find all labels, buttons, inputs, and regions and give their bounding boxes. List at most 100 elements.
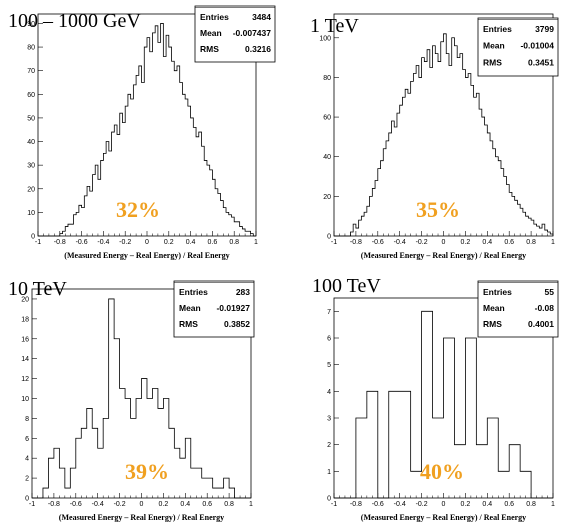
y-tick-label: 70: [27, 68, 35, 75]
y-tick-label: 0: [31, 234, 35, 241]
stats-label: Mean: [200, 28, 222, 38]
x-tick-label: -0.4: [97, 239, 109, 246]
y-tick-label: 18: [21, 316, 29, 323]
x-tick-label: -0.4: [394, 239, 406, 246]
x-tick-label: -0.4: [394, 501, 406, 508]
x-tick-label: 0.8: [224, 501, 234, 508]
stats-label: RMS: [179, 319, 198, 329]
x-tick-label: 0.6: [202, 501, 212, 508]
x-tick-label: 0.6: [504, 239, 514, 246]
stats-value: 0.3852: [224, 319, 250, 329]
stats-value: -0.007437: [233, 28, 272, 38]
y-tick-label: 0: [327, 496, 331, 503]
y-tick-label: 5: [327, 362, 331, 369]
x-tick-label: 0.4: [180, 501, 190, 508]
x-tick-label: -0.2: [416, 501, 428, 508]
stats-label: Entries: [483, 24, 512, 34]
stats-label: RMS: [483, 57, 502, 67]
panel-title: 100 – 1000 GeV: [8, 10, 141, 32]
x-tick-label: 0: [442, 501, 446, 508]
chart-panel-2: -1 -0.8 -0.6 -0.4 -0.2 0 0.2 0.4 0.6 0.8 1 0 20 40 60 8…: [310, 13, 559, 260]
stats-label: Entries: [179, 287, 208, 297]
stats-value: 0.3451: [528, 57, 554, 67]
stats-label: Entries: [200, 12, 229, 22]
stats-value: -0.08: [535, 303, 555, 313]
y-tick-label: 60: [323, 115, 331, 122]
y-tick-label: 2: [25, 476, 29, 483]
x-tick-label: 0.8: [526, 239, 536, 246]
x-tick-label: -0.4: [92, 501, 104, 508]
panel-title: 100 TeV: [312, 275, 381, 297]
y-tick-label: 20: [323, 194, 331, 201]
x-tick-label: -0.8: [350, 501, 362, 508]
y-tick-label: 30: [27, 163, 35, 170]
x-tick-label: -0.2: [114, 501, 126, 508]
x-tick-label: -1: [331, 239, 337, 246]
stats-label: Mean: [179, 303, 201, 313]
x-tick-label: -0.2: [119, 239, 131, 246]
stats-box-frame: [477, 280, 559, 338]
y-tick-label: 10: [21, 396, 29, 403]
x-tick-label: 0.6: [208, 239, 218, 246]
stats-value: 283: [236, 287, 250, 297]
stats-label: RMS: [483, 319, 502, 329]
x-tick-label: 0.4: [482, 501, 492, 508]
x-tick-label: 1: [249, 501, 253, 508]
stats-value: 3484: [252, 12, 271, 22]
x-tick-label: -0.6: [372, 239, 384, 246]
x-axis-label: (Measured Energy – Real Energy) / Real E…: [361, 251, 526, 260]
histogram-series: [38, 23, 256, 237]
stats-label: RMS: [200, 44, 219, 54]
chart-panel-4: -1 -0.8 -0.6 -0.4 -0.2 0 0.2 0.4 0.6 0.8 1 0 1 2 3 4 5 6 7…: [312, 275, 559, 522]
y-tick-label: 60: [27, 92, 35, 99]
x-axis-label: (Measured Energy – Real Energy) / Real E…: [64, 251, 229, 260]
stats-label: Entries: [483, 287, 512, 297]
x-tick-label: 0.6: [504, 501, 514, 508]
y-tick-label: 80: [27, 45, 35, 52]
y-tick-label: 6: [327, 336, 331, 343]
stats-value: 3799: [535, 24, 554, 34]
x-tick-label: -0.6: [76, 239, 88, 246]
y-tick-label: 1: [327, 469, 331, 476]
x-axis-label: (Measured Energy – Real Energy) / Real E…: [361, 513, 526, 522]
x-tick-label: 1: [254, 239, 258, 246]
stats-box: Entries 3799 Mean -0.01004 RMS 0.3451: [477, 17, 559, 77]
stats-label: Mean: [483, 303, 505, 313]
x-tick-label: -1: [29, 501, 35, 508]
stats-box-frame: [173, 280, 255, 338]
y-tick-label: 16: [21, 336, 29, 343]
x-tick-label: 0.4: [482, 239, 492, 246]
x-axis-label: (Measured Energy – Real Energy) / Real E…: [59, 513, 224, 522]
x-tick-label: -1: [331, 501, 337, 508]
x-tick-label: 0.2: [461, 501, 471, 508]
y-tick-label: 50: [27, 115, 35, 122]
histogram-series: [32, 298, 251, 499]
y-tick-label: 90: [27, 21, 35, 28]
y-tick-label: 0: [25, 496, 29, 503]
x-tick-label: 0.2: [159, 501, 169, 508]
y-tick-label: 4: [327, 389, 331, 396]
x-tick-label: -0.6: [70, 501, 82, 508]
histogram-series: [334, 310, 553, 499]
x-tick-label: 1: [551, 501, 555, 508]
panel-title: 10 TeV: [8, 278, 67, 300]
stats-value: 55: [545, 287, 555, 297]
x-tick-label: 0.8: [229, 239, 239, 246]
y-tick-label: 14: [21, 356, 29, 363]
resolution-annotation: 39%: [125, 459, 169, 484]
stats-value: 0.4001: [528, 319, 554, 329]
stats-box: Entries 55 Mean -0.08 RMS 0.4001: [477, 280, 559, 338]
x-tick-label: 0: [145, 239, 149, 246]
stats-value: -0.01004: [520, 41, 554, 51]
x-tick-label: 0.2: [461, 239, 471, 246]
histogram-series: [334, 33, 554, 237]
resolution-annotation: 32%: [116, 197, 160, 222]
x-tick-label: -0.6: [372, 501, 384, 508]
chart-panel-3: -1 -0.8 -0.6 -0.4 -0.2 0 0.2 0.4 0.6 0.8 102468101…: [8, 278, 255, 522]
y-tick-label: 0: [327, 234, 331, 241]
x-tick-label: -0.8: [350, 239, 362, 246]
y-tick-label: 80: [323, 75, 331, 82]
stats-value: 0.3216: [245, 44, 271, 54]
stats-box: Entries 3484 Mean -0.007437 RMS 0.3216: [194, 5, 276, 63]
x-tick-label: 0.8: [526, 501, 536, 508]
